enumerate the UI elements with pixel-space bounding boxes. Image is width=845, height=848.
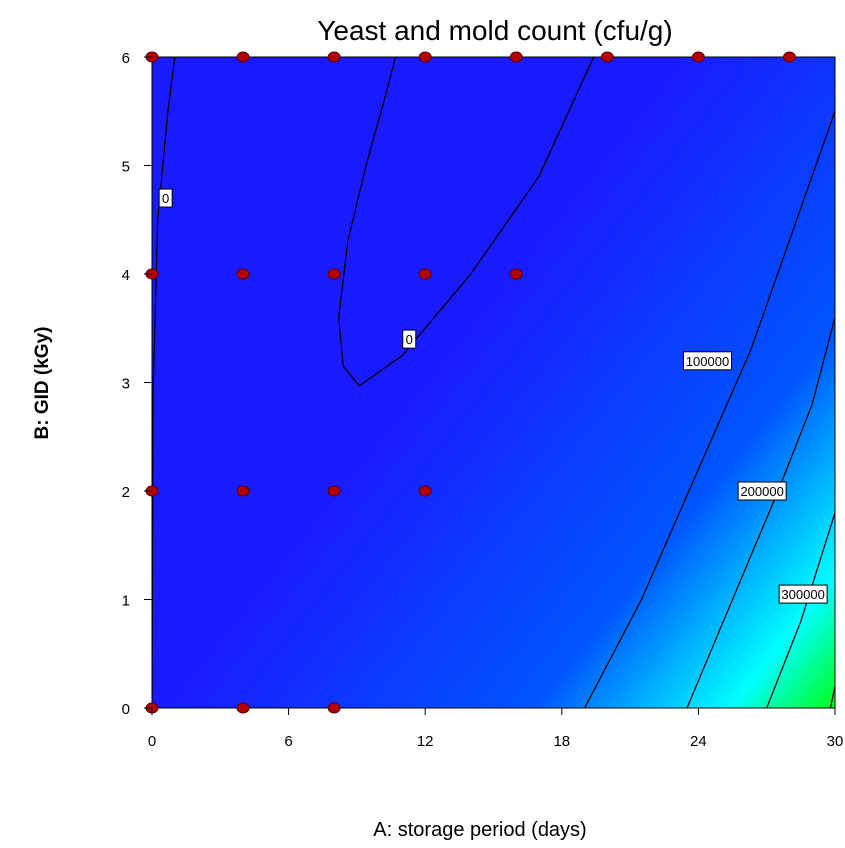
design-point [236, 268, 250, 280]
design-point [782, 51, 796, 63]
design-point [509, 51, 523, 63]
design-point [327, 702, 341, 714]
contour-label-box [778, 584, 828, 604]
design-point [600, 51, 614, 63]
y-tick-label: 4 [122, 267, 130, 284]
x-tick-label: 30 [827, 733, 844, 750]
y-tick-label: 1 [122, 593, 130, 610]
x-tick-label: 18 [553, 733, 570, 750]
design-point [509, 268, 523, 280]
contour-line [584, 111, 835, 708]
design-point [418, 51, 432, 63]
design-points [145, 51, 796, 714]
y-tick-label: 2 [122, 484, 130, 501]
contour-label-box [158, 188, 173, 208]
x-tick-label: 12 [417, 733, 434, 750]
design-point [236, 485, 250, 497]
y-tick-label: 0 [122, 701, 130, 718]
design-point [327, 51, 341, 63]
x-tick-label: 6 [284, 733, 292, 750]
contour-label-box [402, 329, 417, 349]
plot-area: 0 0 100000 200000 300000 [145, 51, 836, 714]
contour-label: 200000 [740, 484, 783, 499]
design-point [327, 268, 341, 280]
contour-label-box [737, 481, 787, 501]
design-point [418, 268, 432, 280]
x-tick-label: 24 [690, 733, 707, 750]
design-point [236, 51, 250, 63]
contour-label: 300000 [781, 587, 824, 602]
design-point [418, 485, 432, 497]
design-point [236, 702, 250, 714]
contour-label: 100000 [686, 354, 729, 369]
contour-lines [152, 57, 835, 708]
y-tick-label: 3 [122, 376, 130, 393]
contour-line [338, 57, 595, 387]
x-tick-label: 0 [148, 733, 156, 750]
x-axis: 0 6 12 18 24 30 [148, 708, 844, 750]
chart-title: Yeast and mold count (cfu/g) [317, 15, 672, 46]
contour-label-box [683, 351, 733, 371]
contour-labels: 0 0 100000 200000 300000 [158, 188, 828, 604]
contour-line [829, 686, 835, 708]
y-tick-label: 6 [122, 50, 130, 67]
contour-label: 0 [162, 191, 169, 206]
y-axis: 0 1 2 3 4 5 6 [122, 50, 152, 718]
design-point [691, 51, 705, 63]
y-axis-label: B: GID (kGy) [32, 327, 53, 440]
x-axis-label: A: storage period (days) [373, 819, 586, 841]
contour-line [766, 512, 835, 708]
contour-label: 0 [406, 332, 413, 347]
y-tick-label: 5 [122, 159, 130, 176]
design-point [327, 485, 341, 497]
response-surface-fill [152, 57, 835, 708]
